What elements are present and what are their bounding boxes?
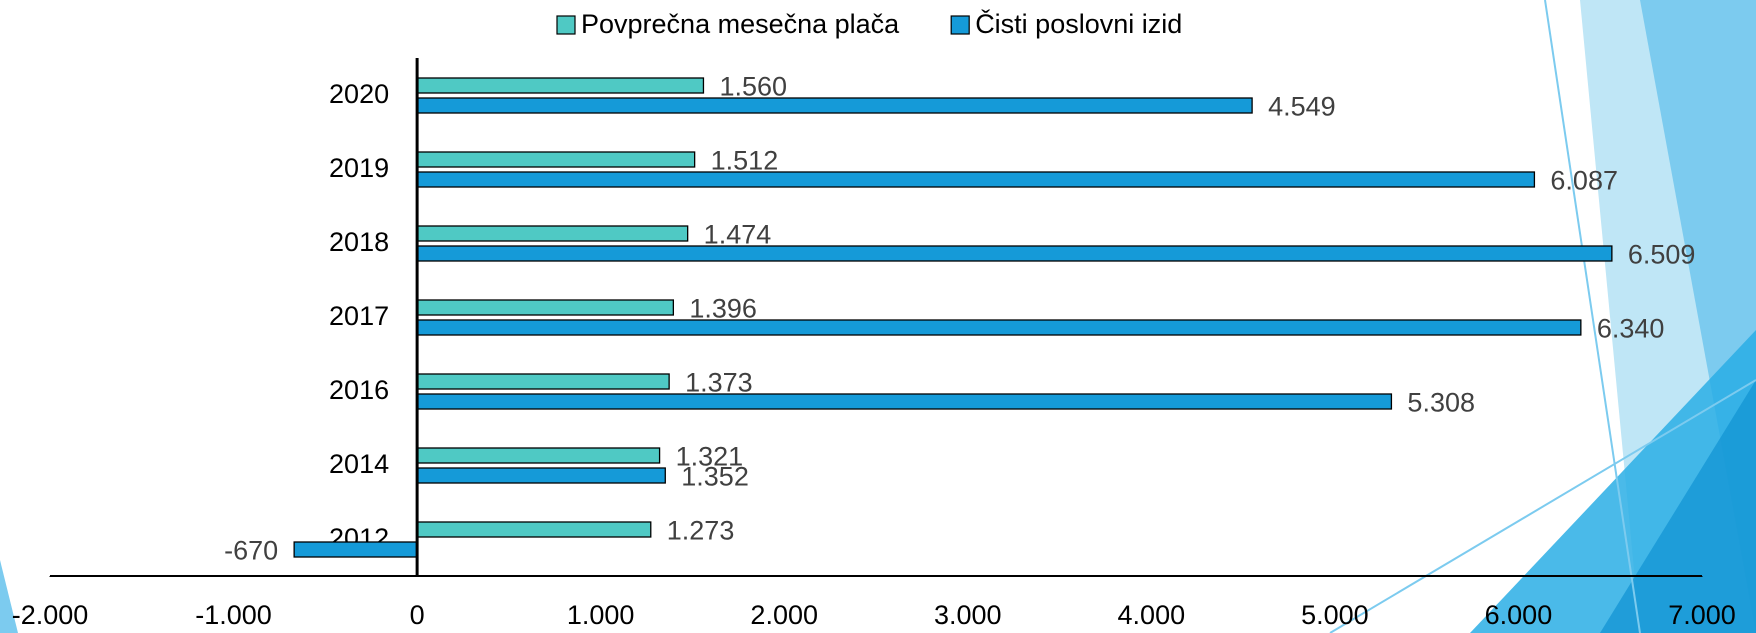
- y-tick-label: 2016: [329, 375, 389, 405]
- value-label: 1.512: [711, 146, 779, 176]
- y-tick-label: 2018: [329, 227, 389, 257]
- bar: [417, 98, 1252, 113]
- x-tick-label: -2.000: [12, 600, 89, 630]
- x-tick-label: 7.000: [1668, 600, 1736, 630]
- value-label: 1.396: [689, 294, 757, 324]
- x-tick-label: 0: [410, 600, 425, 630]
- x-tick-label: 3.000: [934, 600, 1002, 630]
- bar: [417, 374, 669, 389]
- legend-swatch: [557, 16, 575, 34]
- bar: [417, 300, 673, 315]
- y-tick-label: 2020: [329, 79, 389, 109]
- x-tick-label: 6.000: [1485, 600, 1553, 630]
- bar: [294, 542, 417, 557]
- x-tick-label: 5.000: [1301, 600, 1369, 630]
- bar: [417, 78, 703, 93]
- value-label: 6.340: [1597, 314, 1665, 344]
- bar: [417, 152, 695, 167]
- bar: [417, 226, 688, 241]
- bar: [417, 172, 1534, 187]
- bar: [417, 320, 1581, 335]
- value-label: 6.509: [1628, 240, 1696, 270]
- y-tick-label: 2014: [329, 449, 389, 479]
- legend-label: Povprečna mesečna plača: [581, 9, 900, 39]
- chart: -2.000 -1.000 0 1.000 2.000 3.000 4.000 5.000 6.…: [0, 0, 1756, 633]
- legend-label: Čisti poslovni izid: [975, 8, 1182, 39]
- value-label: 4.549: [1268, 92, 1336, 122]
- value-label: 5.308: [1407, 388, 1475, 418]
- value-label: 1.352: [681, 462, 749, 492]
- bar: [417, 448, 659, 463]
- legend-swatch: [951, 16, 969, 34]
- y-tick-label: 2019: [329, 153, 389, 183]
- bar: [417, 394, 1391, 409]
- x-tick-label: -1.000: [195, 600, 272, 630]
- value-label: 1.273: [667, 516, 735, 546]
- value-label: 6.087: [1550, 166, 1618, 196]
- value-label: 1.560: [719, 72, 787, 102]
- x-tick-label: 4.000: [1118, 600, 1186, 630]
- bar: [417, 522, 651, 537]
- x-tick-label: 2.000: [750, 600, 818, 630]
- value-label: 1.474: [704, 220, 772, 250]
- value-label: -670: [224, 536, 278, 566]
- bar: [417, 246, 1612, 261]
- value-label: 1.373: [685, 368, 753, 398]
- bar: [417, 468, 665, 483]
- y-tick-label: 2017: [329, 301, 389, 331]
- x-tick-label: 1.000: [567, 600, 635, 630]
